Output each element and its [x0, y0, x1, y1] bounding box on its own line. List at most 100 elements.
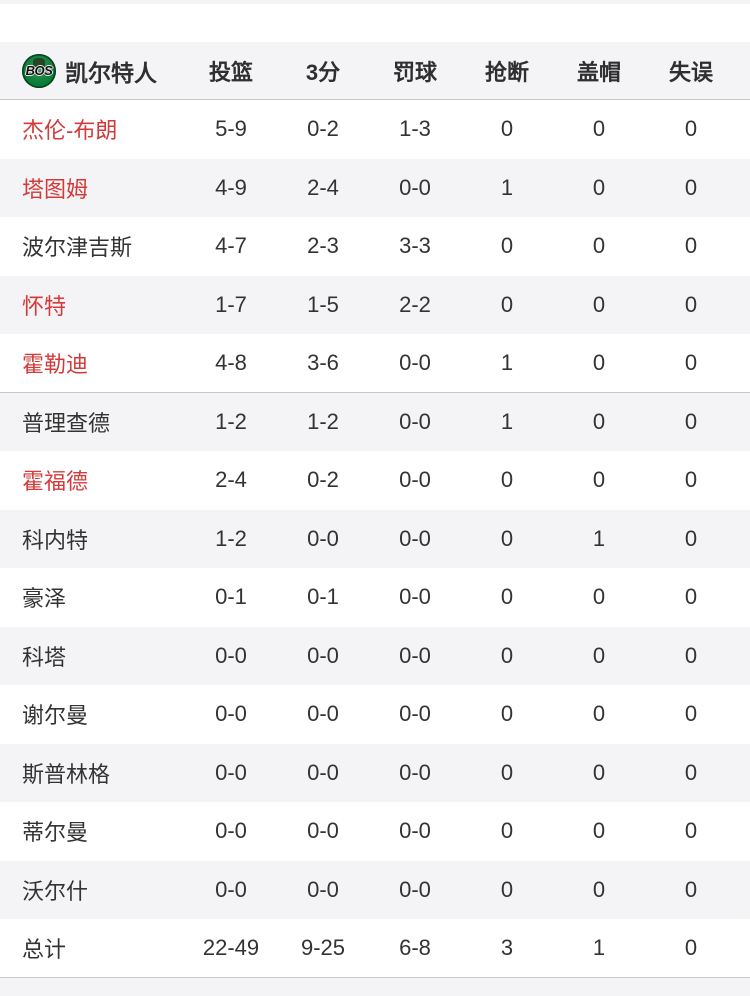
player-name-cell: 科内特 — [0, 523, 185, 555]
player-name-cell: 科塔 — [0, 640, 185, 672]
player-stat-turnovers: 0 — [684, 818, 698, 844]
player-stat-turnovers: 0 — [684, 291, 698, 317]
player-stat-blocks: 0 — [592, 233, 606, 259]
player-rows: 杰伦-布朗 5-9 0-2 1-3 0 0 0 塔图姆 4-9 2-4 0-0 1 0 0 波尔津吉斯 4-7… — [0, 100, 750, 919]
player-name: 霍勒迪 — [22, 351, 89, 377]
player-row: 科塔 0-0 0-0 0-0 0 0 0 — [0, 626, 750, 685]
player-stat-ft: 0-0 — [399, 759, 431, 785]
player-stat-3p: 0-2 — [307, 467, 339, 493]
player-stat-ft: 0-0 — [399, 584, 431, 610]
player-stat-turnovers: 0 — [684, 116, 698, 142]
player-stat-fg: 5-9 — [215, 116, 247, 142]
player-row: 谢尔曼 0-0 0-0 0-0 0 0 0 — [0, 685, 750, 744]
player-stat-fg: 0-0 — [215, 759, 247, 785]
player-stat-3p: 0-0 — [307, 759, 339, 785]
player-stat-3p: 0-0 — [307, 701, 339, 727]
player-name-cell: 怀特 — [0, 289, 185, 321]
player-stat-fg: 1-2 — [215, 408, 247, 434]
player-name-cell: 斯普林格 — [0, 757, 185, 789]
player-name: 怀特 — [22, 293, 67, 319]
player-name: 霍福德 — [22, 469, 89, 495]
total-label-cell: 总计 — [0, 932, 185, 964]
player-stat-steals: 1 — [500, 408, 514, 434]
player-stat-steals: 1 — [500, 174, 514, 200]
total-blocks: 1 — [592, 934, 606, 960]
player-stat-3p: 0-1 — [307, 584, 339, 610]
column-header-steals: 抢断 — [484, 59, 529, 85]
column-header-fg: 投篮 — [208, 59, 253, 85]
player-stat-turnovers: 0 — [684, 642, 698, 668]
player-stat-turnovers: 0 — [684, 467, 698, 493]
player-stat-steals: 0 — [500, 525, 514, 551]
player-row: 霍福德 2-4 0-2 0-0 0 0 0 — [0, 451, 750, 510]
player-stat-blocks: 1 — [592, 525, 606, 551]
total-3p: 9-25 — [300, 934, 346, 960]
player-stat-ft: 0-0 — [399, 467, 431, 493]
table-header-row: BOS 凯尔特人 投篮 3分 罚球 抢断 盖帽 失误 — [0, 42, 750, 100]
player-stat-blocks: 0 — [592, 467, 606, 493]
player-stat-blocks: 0 — [592, 818, 606, 844]
player-stat-turnovers: 0 — [684, 876, 698, 902]
column-header-ft: 罚球 — [392, 59, 437, 85]
player-stat-blocks: 0 — [592, 116, 606, 142]
player-stat-turnovers: 0 — [684, 525, 698, 551]
player-stat-3p: 0-0 — [307, 642, 339, 668]
player-stat-ft: 2-2 — [399, 291, 431, 317]
player-name: 科塔 — [22, 644, 67, 670]
top-divider — [0, 0, 750, 4]
player-stat-turnovers: 0 — [684, 349, 698, 375]
player-stat-steals: 0 — [500, 116, 514, 142]
player-stat-steals: 1 — [500, 349, 514, 375]
player-name: 豪泽 — [22, 586, 67, 612]
player-stat-steals: 0 — [500, 759, 514, 785]
player-row: 霍勒迪 4-8 3-6 0-0 1 0 0 — [0, 334, 750, 393]
player-stat-steals: 0 — [500, 876, 514, 902]
player-row: 科内特 1-2 0-0 0-0 0 1 0 — [0, 509, 750, 568]
player-row: 杰伦-布朗 5-9 0-2 1-3 0 0 0 — [0, 100, 750, 159]
player-stat-fg: 4-8 — [215, 349, 247, 375]
player-stat-steals: 0 — [500, 642, 514, 668]
player-stat-3p: 2-4 — [307, 174, 339, 200]
celtics-logo-icon: BOS — [22, 53, 56, 88]
player-row: 斯普林格 0-0 0-0 0-0 0 0 0 — [0, 743, 750, 802]
player-stat-blocks: 0 — [592, 291, 606, 317]
player-stat-fg: 0-0 — [215, 818, 247, 844]
player-stat-ft: 0-0 — [399, 642, 431, 668]
total-label: 总计 — [22, 936, 67, 962]
player-stat-fg: 0-0 — [215, 642, 247, 668]
player-row: 波尔津吉斯 4-7 2-3 3-3 0 0 0 — [0, 217, 750, 276]
player-stat-blocks: 0 — [592, 642, 606, 668]
player-name-cell: 霍福德 — [0, 464, 185, 496]
player-stat-3p: 0-0 — [307, 818, 339, 844]
player-name: 斯普林格 — [22, 761, 111, 787]
player-stat-steals: 0 — [500, 818, 514, 844]
player-stat-blocks: 0 — [592, 876, 606, 902]
player-row: 塔图姆 4-9 2-4 0-0 1 0 0 — [0, 158, 750, 217]
player-name: 普理查德 — [22, 410, 111, 436]
total-row: 总计 22-49 9-25 6-8 3 1 0 — [0, 919, 750, 978]
player-row: 豪泽 0-1 0-1 0-0 0 0 0 — [0, 568, 750, 627]
player-stat-3p: 0-2 — [307, 116, 339, 142]
player-name-cell: 谢尔曼 — [0, 698, 185, 730]
total-turnovers: 0 — [684, 934, 698, 960]
player-stat-fg: 1-2 — [215, 525, 247, 551]
player-stat-fg: 4-7 — [215, 233, 247, 259]
player-stat-turnovers: 0 — [684, 584, 698, 610]
player-stat-ft: 0-0 — [399, 174, 431, 200]
player-stat-fg: 4-9 — [215, 174, 247, 200]
player-stat-3p: 0-0 — [307, 876, 339, 902]
player-stat-3p: 1-2 — [307, 408, 339, 434]
player-name-cell: 沃尔什 — [0, 874, 185, 906]
player-row: 怀特 1-7 1-5 2-2 0 0 0 — [0, 275, 750, 334]
celtics-logo-text: BOS — [25, 63, 53, 78]
player-stat-ft: 0-0 — [399, 408, 431, 434]
player-stat-ft: 0-0 — [399, 525, 431, 551]
player-stat-ft: 0-0 — [399, 701, 431, 727]
player-name: 蒂尔曼 — [22, 820, 89, 846]
player-name: 谢尔曼 — [22, 703, 89, 729]
player-stat-fg: 0-0 — [215, 876, 247, 902]
player-name-cell: 塔图姆 — [0, 172, 185, 204]
player-name: 塔图姆 — [22, 176, 89, 202]
player-stat-fg: 0-0 — [215, 701, 247, 727]
player-stat-fg: 0-1 — [215, 584, 247, 610]
